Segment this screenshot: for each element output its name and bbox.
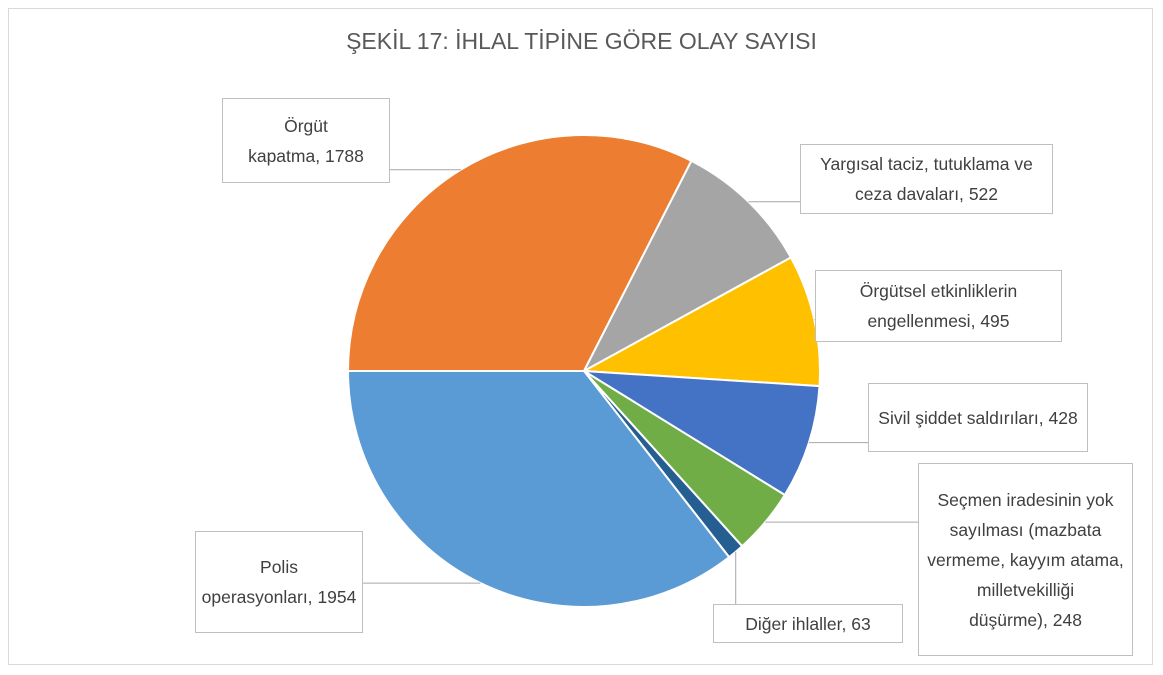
data-label-text: Diğer ihlaller, 63 <box>745 609 871 639</box>
data-label-text: Polis operasyonları, 1954 <box>202 552 357 612</box>
data-label: Seçmen iradesinin yok sayılması (mazbata… <box>918 463 1133 656</box>
value-label: 522 <box>968 184 999 204</box>
value-label: 428 <box>1048 407 1078 428</box>
data-label: Diğer ihlaller, 63 <box>713 604 903 643</box>
data-label-text: Örgüt kapatma, 1788 <box>231 111 381 171</box>
chart-frame <box>8 8 1153 665</box>
data-label: Örgütsel etkinliklerin engellenmesi, 495 <box>815 270 1062 342</box>
category-name: Yargısal taciz, tutuklama ve ceza davala… <box>820 154 1033 204</box>
category-name: Örgütsel etkinliklerin engellenmesi, <box>859 281 1018 331</box>
value-label: 1788 <box>324 145 364 166</box>
category-name: Diğer ihlaller, <box>745 613 847 634</box>
value-label: 248 <box>1052 609 1082 630</box>
data-label-text: Sivil şiddet saldırıları, 428 <box>878 403 1077 433</box>
chart-title: ŞEKİL 17: İHLAL TİPİNE GÖRE OLAY SAYISI <box>346 28 817 54</box>
value-label: 1954 <box>317 587 357 607</box>
pie-slice <box>581 159 793 374</box>
category-name: Örgüt kapatma, <box>248 115 328 166</box>
data-label-text: Seçmen iradesinin yok sayılması (mazbata… <box>927 485 1124 635</box>
value-label: 495 <box>980 311 1010 331</box>
value-label: 63 <box>851 613 871 634</box>
data-label: Örgüt kapatma, 1788 <box>222 98 390 183</box>
data-label: Yargısal taciz, tutuklama ve ceza davala… <box>800 144 1053 214</box>
data-label-text: Örgütsel etkinliklerin engellenmesi, 495 <box>824 276 1053 336</box>
category-name: Sivil şiddet saldırıları, <box>878 407 1044 428</box>
category-name: Polis operasyonları, <box>201 557 313 607</box>
category-name: Seçmen iradesinin yok sayılması (mazbata… <box>927 489 1124 630</box>
data-label-text: Yargısal taciz, tutuklama ve ceza davala… <box>809 149 1044 209</box>
data-label: Sivil şiddet saldırıları, 428 <box>868 383 1088 452</box>
data-label: Polis operasyonları, 1954 <box>195 531 363 633</box>
pie-slice <box>580 256 821 388</box>
